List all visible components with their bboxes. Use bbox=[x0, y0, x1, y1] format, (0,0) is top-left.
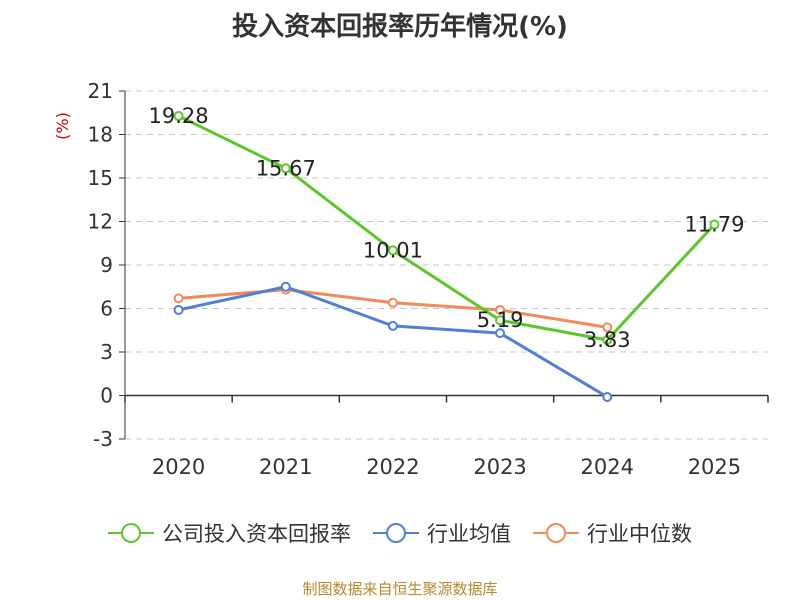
data-point-2-2 bbox=[387, 297, 398, 308]
data-point-1-1 bbox=[280, 281, 291, 292]
legend-item-2[interactable]: 行业中位数 bbox=[533, 518, 692, 548]
y-tick-label-0: -3 bbox=[93, 427, 113, 451]
grid-lines bbox=[125, 90, 768, 440]
data-point-2-3 bbox=[495, 304, 506, 315]
legend-label-2: 行业中位数 bbox=[587, 522, 692, 546]
data-label-0-3: 5.19 bbox=[477, 308, 524, 332]
y-tick-label-4: 9 bbox=[100, 253, 113, 277]
x-tick-label-2022: 2022 bbox=[366, 455, 419, 479]
chart-title: 投入资本回报率历年情况(%) bbox=[232, 12, 568, 42]
y-axis-label: (%) bbox=[53, 112, 72, 140]
source-note: 制图数据来自恒生聚源数据库 bbox=[302, 580, 498, 598]
data-label-0-2: 10.01 bbox=[363, 238, 423, 262]
data-label-0-1: 15.67 bbox=[256, 156, 316, 180]
series-line-0 bbox=[177, 114, 716, 342]
data-point-0-2 bbox=[387, 245, 398, 256]
series-lines bbox=[173, 110, 720, 402]
y-tick-label-7: 18 bbox=[88, 123, 113, 147]
data-point-0-4 bbox=[602, 334, 613, 345]
data-point-2-0 bbox=[173, 293, 184, 304]
x-tick-label-2023: 2023 bbox=[473, 455, 526, 479]
data-point-1-3 bbox=[495, 328, 506, 339]
legend-item-1[interactable]: 行业均值 bbox=[373, 518, 511, 548]
data-point-0-1 bbox=[280, 163, 291, 174]
legend: 公司投入资本回报率 行业均值 行业中位数 bbox=[0, 518, 800, 548]
legend-item-0[interactable]: 公司投入资本回报率 bbox=[108, 518, 351, 548]
data-label-0-4: 3.83 bbox=[584, 328, 631, 352]
data-point-2-4 bbox=[602, 322, 613, 333]
x-tick-label-2024: 2024 bbox=[581, 455, 634, 479]
data-labels: 19.28 15.67 10.01 5.19 3.83 11.79 bbox=[149, 104, 745, 352]
x-tick-label-2021: 2021 bbox=[259, 455, 312, 479]
legend-marker-icon bbox=[108, 523, 154, 543]
axes: -3 0 3 6 9 12 15 18 21 2020 2021 2022 2023 2024 2025 bbox=[88, 79, 769, 479]
legend-label-1: 行业均值 bbox=[427, 522, 511, 546]
data-point-1-2 bbox=[387, 320, 398, 331]
data-point-0-3 bbox=[495, 315, 506, 326]
x-tick-label-2020: 2020 bbox=[152, 455, 205, 479]
data-label-0-0: 19.28 bbox=[149, 104, 209, 128]
data-point-0-0 bbox=[173, 110, 184, 121]
data-label-0-5: 11.79 bbox=[684, 213, 744, 237]
y-tick-label-8: 21 bbox=[88, 79, 113, 103]
data-point-0-5 bbox=[709, 219, 720, 230]
legend-label-0: 公司投入资本回报率 bbox=[162, 522, 351, 546]
y-tick-label-5: 12 bbox=[88, 210, 113, 234]
y-tick-label-2: 3 bbox=[100, 340, 113, 364]
y-tick-label-1: 0 bbox=[100, 384, 113, 408]
legend-marker-icon bbox=[533, 523, 579, 543]
legend-marker-icon bbox=[373, 523, 419, 543]
y-tick-label-6: 15 bbox=[88, 166, 113, 190]
x-tick-label-2025: 2025 bbox=[688, 455, 741, 479]
y-tick-label-3: 6 bbox=[100, 297, 113, 321]
data-point-1-4 bbox=[602, 391, 613, 402]
data-point-1-0 bbox=[173, 304, 184, 315]
